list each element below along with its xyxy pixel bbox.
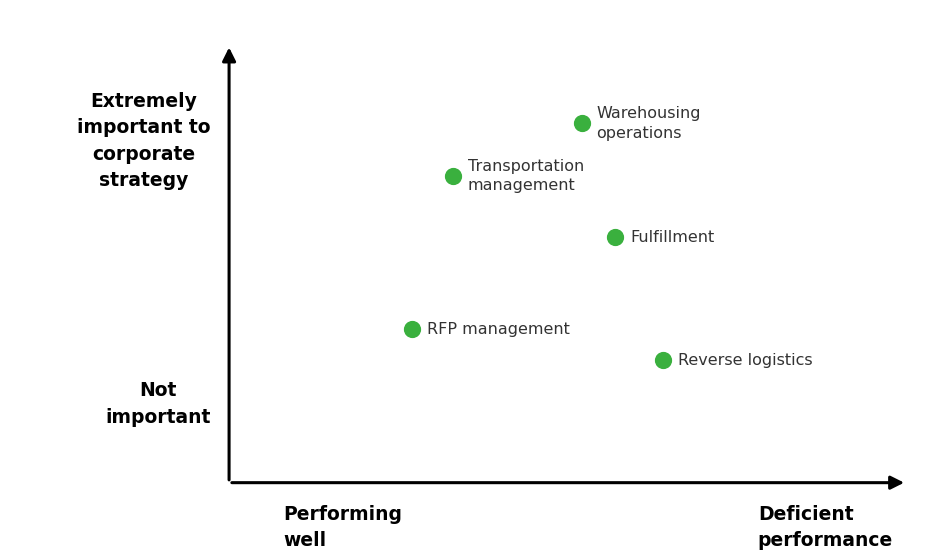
- Point: [445, 172, 460, 181]
- Text: Reverse logistics: Reverse logistics: [678, 353, 813, 368]
- Text: Extremely
important to
corporate
strategy: Extremely important to corporate strateg…: [77, 92, 210, 190]
- Point: [608, 233, 623, 242]
- Point: [405, 325, 420, 334]
- Text: Deficient
performance: Deficient performance: [757, 505, 893, 551]
- Text: Transportation
management: Transportation management: [468, 158, 584, 194]
- Text: Not
important: Not important: [105, 381, 210, 426]
- Text: Fulfillment: Fulfillment: [630, 230, 714, 245]
- Point: [655, 355, 670, 364]
- Text: RFP management: RFP management: [427, 322, 570, 337]
- Point: [574, 119, 589, 128]
- Text: Warehousing
operations: Warehousing operations: [597, 106, 701, 141]
- Text: Performing
well: Performing well: [283, 505, 402, 551]
